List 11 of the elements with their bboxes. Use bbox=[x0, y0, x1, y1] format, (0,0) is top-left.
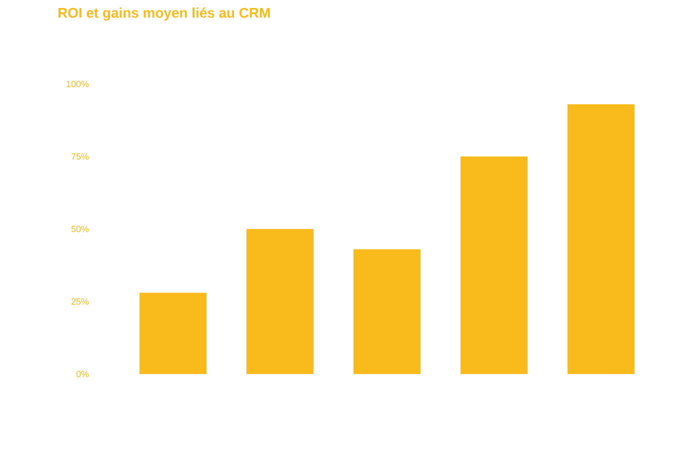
bar bbox=[246, 228, 314, 374]
y-tick-label: 25% bbox=[71, 298, 89, 305]
y-tick-label: 50% bbox=[71, 226, 89, 232]
bar bbox=[354, 249, 421, 374]
bar bbox=[140, 292, 206, 374]
y-tick-label: 100% bbox=[66, 80, 89, 88]
bar bbox=[460, 156, 528, 374]
y-tick-label: 75% bbox=[71, 153, 89, 160]
y-tick-label: 0% bbox=[76, 370, 89, 378]
bar bbox=[568, 104, 635, 374]
chart-title: ROI et gains moyen liés au CRM bbox=[58, 7, 270, 21]
